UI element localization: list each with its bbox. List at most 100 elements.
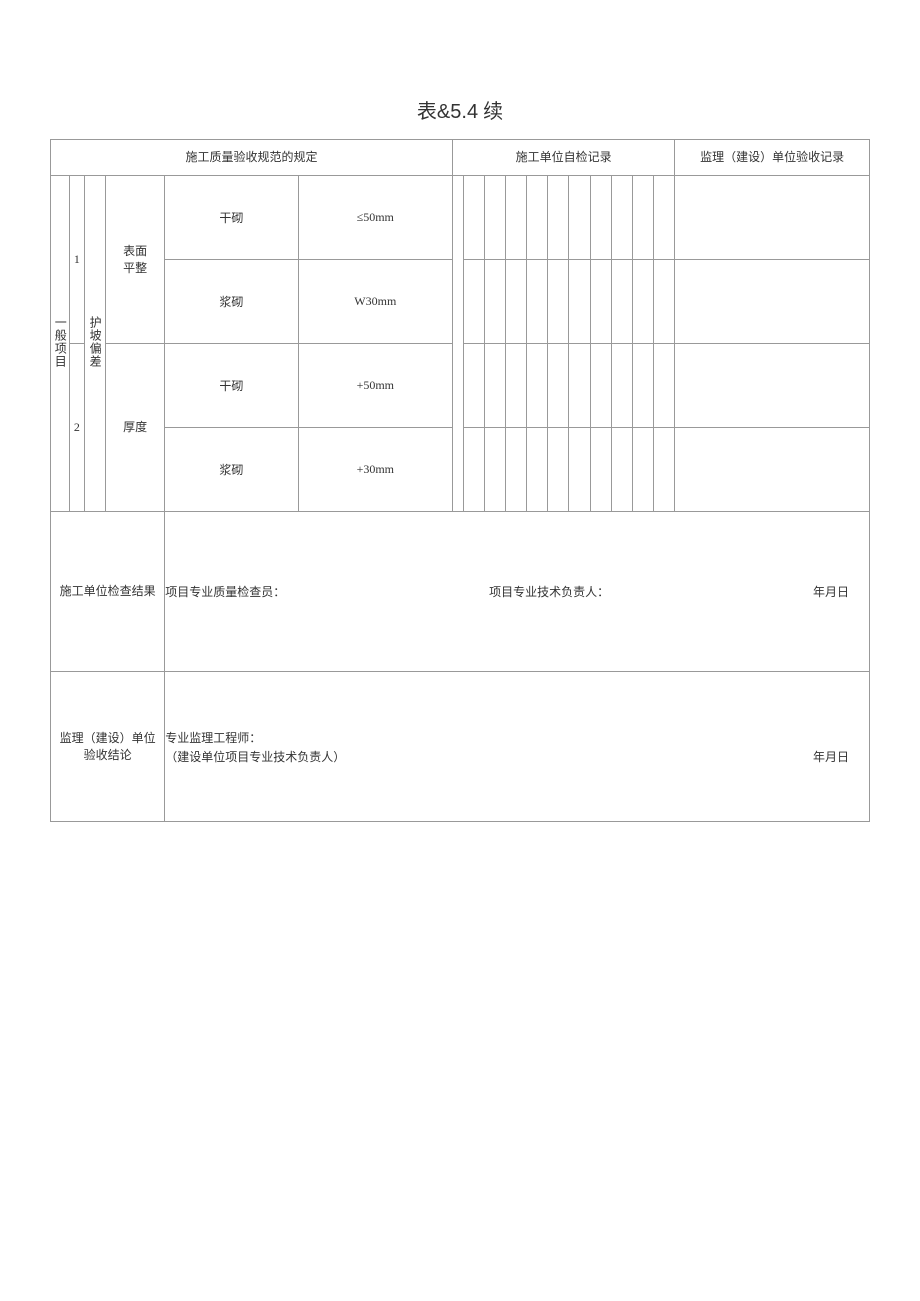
item-label: 表面 平整 [123, 244, 147, 275]
supervisor-cell [675, 428, 870, 512]
footer-row-supervisor: 监理（建设）单位 验收结论 专业监理工程师： （建设单位项目专业技术负责人） 年… [51, 672, 870, 822]
item-cell: 厚度 [105, 344, 164, 512]
check-cell [484, 176, 505, 260]
check-cell [611, 344, 632, 428]
category-cell: 一般项目 [51, 176, 70, 512]
footer-supervisor-label: 监理（建设）单位 验收结论 [60, 731, 156, 762]
check-cell [505, 344, 526, 428]
check-cell [484, 260, 505, 344]
idx-cell: 1 [70, 176, 85, 344]
supervisor-cell [675, 344, 870, 428]
sub-cell: 浆砌 [165, 260, 298, 344]
header-selfcheck-label: 施工单位自检记录 [516, 150, 612, 164]
title-amp: & [437, 101, 450, 123]
footer-construction-sig-cell: 项目专业质量检查员： 项目专业技术负责人： 年月日 [165, 512, 870, 672]
page: 表&5.4 续 施工质量验收规范的规定 施工单位自检记录 监理（建设）单位验收记… [0, 0, 920, 1301]
check-cell [569, 176, 590, 260]
footer-construction-label-cell: 施工单位检查结果 [51, 512, 165, 672]
sig-techlead-label: 项目专业技术负责人： [489, 583, 609, 600]
check-cell [569, 344, 590, 428]
sig-date: 年月日 [813, 583, 869, 600]
check-cell [463, 260, 484, 344]
footer-row-construction: 施工单位检查结果 项目专业质量检查员： 项目专业技术负责人： 年月日 [51, 512, 870, 672]
check-cell [590, 428, 611, 512]
spec-cell: +50mm [298, 344, 453, 428]
spec-value: W30mm [354, 294, 396, 308]
check-cell [548, 176, 569, 260]
check-cell [569, 428, 590, 512]
spec-value: +50mm [357, 378, 394, 392]
check-cell [632, 176, 653, 260]
subcat-label: 护坡偏差 [88, 316, 102, 368]
sig-owner-techlead-label: （建设单位项目专业技术负责人） [165, 748, 345, 765]
check-cell [527, 344, 548, 428]
idx-value: 2 [74, 420, 80, 434]
idx-cell: 2 [70, 344, 85, 512]
supervisor-cell [675, 260, 870, 344]
sub-cell: 干砌 [165, 344, 298, 428]
header-row: 施工质量验收规范的规定 施工单位自检记录 监理（建设）单位验收记录 [51, 140, 870, 176]
check-cell [548, 344, 569, 428]
sub-label: 干砌 [219, 379, 243, 393]
check-cell [527, 176, 548, 260]
check-cell [590, 344, 611, 428]
check-cell [611, 176, 632, 260]
sig-inspector-label: 项目专业质量检查员： [165, 583, 285, 600]
sub-cell: 干砌 [165, 176, 298, 260]
category-label: 一般项目 [53, 316, 67, 368]
header-spec-label: 施工质量验收规范的规定 [186, 150, 318, 164]
check-cell [548, 428, 569, 512]
check-cell [527, 260, 548, 344]
check-cell [505, 176, 526, 260]
spec-value: ≤50mm [357, 210, 394, 224]
check-cell [590, 260, 611, 344]
header-selfcheck: 施工单位自检记录 [453, 140, 675, 176]
check-cell [632, 428, 653, 512]
spec-cell: +30mm [298, 428, 453, 512]
sig-engineer-label: 专业监理工程师： [165, 729, 261, 746]
check-cell [654, 260, 675, 344]
item-label: 厚度 [123, 420, 147, 434]
blank-gap [453, 176, 464, 512]
footer-construction-label: 施工单位检查结果 [60, 584, 156, 598]
spec-value: +30mm [357, 462, 394, 476]
check-cell [632, 344, 653, 428]
check-cell [505, 428, 526, 512]
spec-cell: ≤50mm [298, 176, 453, 260]
check-cell [484, 344, 505, 428]
title-suffix: 续 [478, 101, 503, 123]
title-prefix: 表 [417, 101, 437, 123]
check-cell [654, 344, 675, 428]
check-cell [505, 260, 526, 344]
check-cell [632, 260, 653, 344]
footer-supervisor-label-cell: 监理（建设）单位 验收结论 [51, 672, 165, 822]
header-supervisor-label: 监理（建设）单位验收记录 [700, 150, 844, 164]
check-cell [611, 260, 632, 344]
check-cell [484, 428, 505, 512]
page-title: 表&5.4 续 [0, 0, 920, 139]
sub-label: 浆砌 [219, 295, 243, 309]
check-cell [654, 176, 675, 260]
check-cell [527, 428, 548, 512]
title-num: 5.4 [450, 101, 478, 123]
subcat-cell: 护坡偏差 [84, 176, 105, 512]
check-cell [654, 428, 675, 512]
check-cell [548, 260, 569, 344]
header-spec: 施工质量验收规范的规定 [51, 140, 453, 176]
check-cell [590, 176, 611, 260]
inspection-table: 施工质量验收规范的规定 施工单位自检记录 监理（建设）单位验收记录 一般项目 1… [50, 139, 870, 822]
check-cell [611, 428, 632, 512]
idx-value: 1 [74, 252, 80, 266]
check-cell [463, 344, 484, 428]
check-cell [463, 176, 484, 260]
spec-cell: W30mm [298, 260, 453, 344]
supervisor-cell [675, 176, 870, 260]
sub-label: 干砌 [219, 211, 243, 225]
sig-date: 年月日 [813, 748, 869, 765]
footer-supervisor-sig-cell: 专业监理工程师： （建设单位项目专业技术负责人） 年月日 [165, 672, 870, 822]
table-row: 一般项目 1 护坡偏差 表面 平整 干砌 ≤50mm [51, 176, 870, 260]
check-cell [569, 260, 590, 344]
sub-cell: 浆砌 [165, 428, 298, 512]
sub-label: 浆砌 [219, 463, 243, 477]
check-cell [463, 428, 484, 512]
